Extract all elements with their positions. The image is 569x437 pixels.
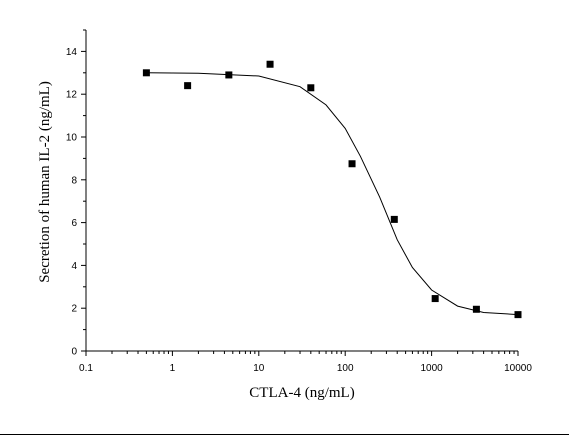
x-axis-ticks: 0.1 1 10 100 1000 10000 [79, 351, 532, 374]
y-axis-ticks: 0 2 4 6 8 10 12 14 [66, 29, 86, 358]
y-tick-label: 14 [66, 47, 78, 58]
x-tick-label: 1 [170, 363, 176, 374]
fit-curve [146, 72, 519, 316]
y-tick-label: 4 [71, 261, 77, 272]
x-axis-title: CTLA-4 (ng/mL) [249, 385, 354, 401]
data-point-marker [514, 311, 522, 319]
data-point-marker [348, 160, 356, 168]
data-points [142, 60, 522, 319]
data-point-marker [184, 82, 192, 90]
y-tick-label: 2 [71, 304, 77, 315]
data-point-marker [307, 84, 315, 92]
x-tick-label: 10 [253, 363, 265, 374]
data-point-marker [390, 215, 398, 223]
y-tick-label: 0 [71, 347, 77, 358]
y-tick-label: 6 [71, 218, 77, 229]
axes [85, 30, 518, 352]
data-point-marker [431, 295, 439, 303]
data-point-marker [225, 71, 233, 79]
y-tick-label: 12 [66, 90, 78, 101]
data-point-marker [142, 69, 150, 77]
y-axis-title: Secretion of human IL-2 (ng/mL) [37, 81, 53, 283]
x-tick-label: 1000 [420, 363, 443, 374]
data-point-marker [472, 305, 480, 313]
y-tick-label: 10 [66, 133, 78, 144]
data-point-marker [266, 60, 274, 68]
y-tick-label: 8 [71, 175, 77, 186]
x-tick-label: 0.1 [79, 363, 93, 374]
x-tick-label: 100 [337, 363, 354, 374]
x-tick-label: 10000 [504, 363, 532, 374]
